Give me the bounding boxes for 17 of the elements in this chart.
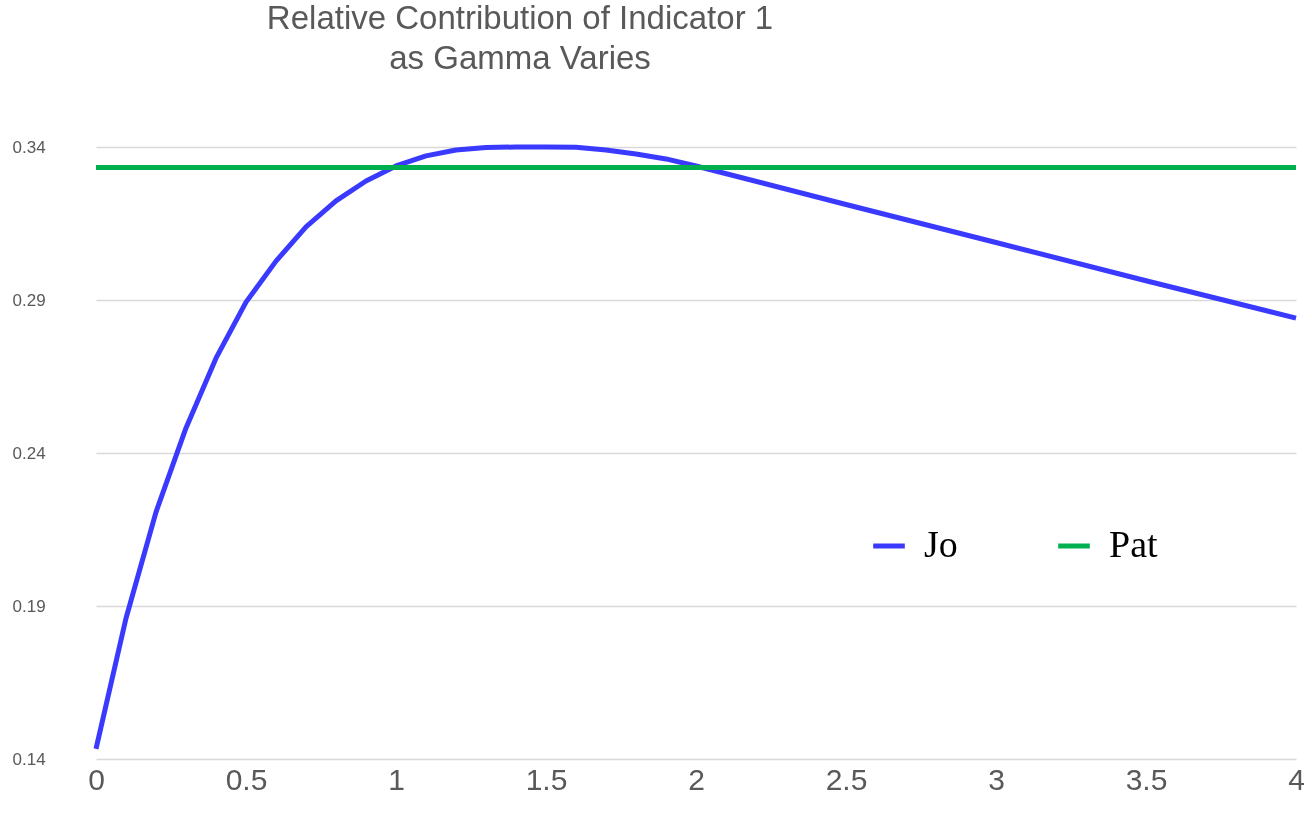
legend-label: Pat (1109, 523, 1158, 565)
y-tick-label: 0.24 (12, 443, 46, 463)
y-tick-label: 0.19 (12, 596, 46, 616)
x-tick-label: 2.5 (825, 762, 868, 796)
x-tick-label: 3.5 (1125, 762, 1168, 796)
y-tick-label: 0.29 (12, 290, 46, 310)
x-tick-label: 1 (388, 762, 405, 796)
y-tick-label: 0.34 (12, 137, 46, 157)
x-tick-label: 2 (688, 762, 705, 796)
chart-title: Relative Contribution of Indicator 1 as Gamma Varies (266, 0, 774, 76)
x-tick-label: 4 (1288, 762, 1305, 796)
y-tick-label: 0.14 (12, 749, 46, 769)
legend-label: Jo (924, 523, 958, 565)
x-tick-label: 3 (988, 762, 1005, 796)
x-tick-label: 0.5 (225, 762, 268, 796)
x-tick-label: 1.5 (525, 762, 568, 796)
x-tick-label: 0 (88, 762, 105, 796)
